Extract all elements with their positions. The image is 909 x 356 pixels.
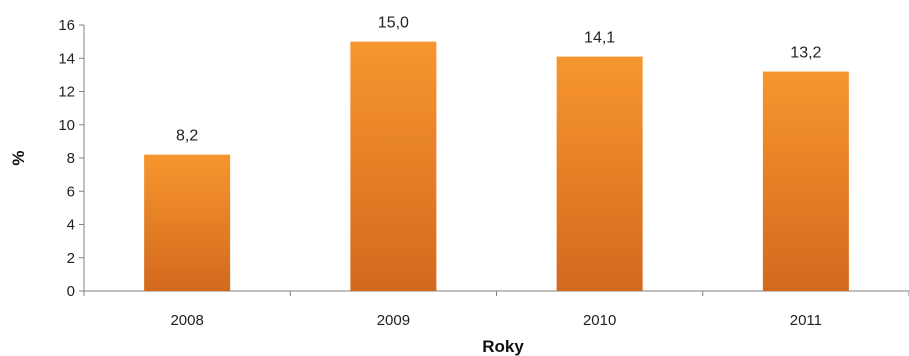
data-label-2008: 8,2: [176, 128, 198, 145]
bar-2008: [144, 154, 231, 291]
x-tick-label: 2009: [377, 312, 410, 329]
y-tick-label: 16: [58, 17, 75, 34]
x-tick-label: 2008: [170, 312, 203, 329]
y-tick-label: 0: [67, 283, 75, 300]
data-label-2010: 14,1: [584, 30, 615, 47]
y-tick-label: 14: [58, 50, 75, 67]
y-tick-label: 6: [67, 183, 75, 200]
y-tick-label: 8: [67, 150, 75, 167]
y-tick-label: 10: [58, 117, 75, 134]
bar-2011: [762, 71, 849, 291]
bar-2009: [350, 41, 437, 291]
data-label-2011: 13,2: [790, 45, 821, 62]
y-tick-label: 12: [58, 84, 75, 101]
x-tick-label: 2011: [790, 312, 822, 329]
data-label-2009: 15,0: [378, 15, 409, 32]
y-tick-label: 4: [67, 217, 75, 234]
bars: [144, 41, 849, 292]
x-tick-label: 2010: [583, 312, 616, 329]
y-axis: 0 2 4 6 8 10 12 14 16: [58, 17, 85, 300]
y-tick-label: 2: [67, 250, 75, 267]
x-axis-title: Roky: [482, 337, 524, 356]
data-labels: 8,2 15,0 14,1 13,2: [176, 15, 822, 145]
x-axis: 2008 2009 2010 2011: [83, 290, 909, 329]
bar-2010: [556, 56, 643, 292]
y-axis-title: %: [9, 150, 28, 165]
